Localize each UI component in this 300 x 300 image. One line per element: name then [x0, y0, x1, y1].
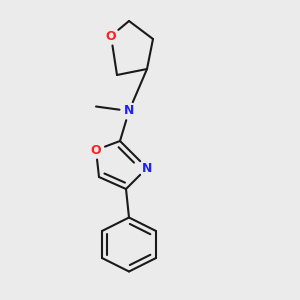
Text: N: N [142, 161, 152, 175]
Text: O: O [91, 143, 101, 157]
Text: O: O [106, 29, 116, 43]
Text: N: N [124, 104, 134, 118]
